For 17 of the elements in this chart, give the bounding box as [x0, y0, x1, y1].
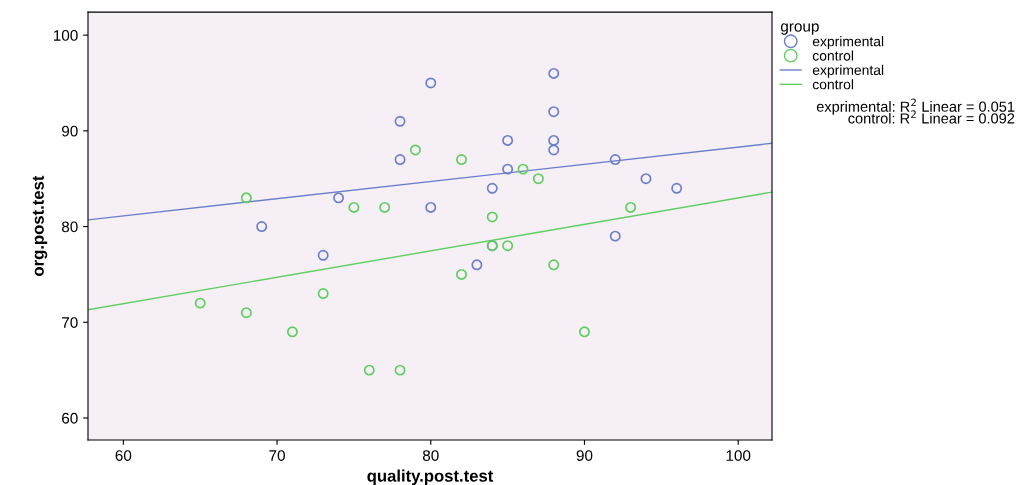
legend-label: control [812, 79, 854, 90]
y-tick-label: 100 [53, 29, 78, 41]
x-tick-label: 90 [576, 450, 593, 461]
y-tick-label: 70 [62, 317, 78, 328]
y-tick-label: 60 [62, 412, 78, 424]
legend-label: exprimental [812, 36, 884, 50]
x-tick-label: 70 [269, 450, 285, 461]
y-tick-label: 90 [62, 125, 78, 137]
legend-title: group [780, 23, 819, 35]
x-tick-label: 80 [422, 450, 439, 461]
y-axis-title: org.post.test [32, 175, 48, 276]
legend-label: exprimental [812, 64, 884, 78]
x-tick-label: 100 [726, 450, 751, 461]
x-axis-title: quality.post.test [367, 469, 494, 485]
legend-label: control [812, 50, 854, 61]
y-tick-label: 80 [61, 221, 78, 233]
x-tick-label: 60 [115, 450, 132, 461]
